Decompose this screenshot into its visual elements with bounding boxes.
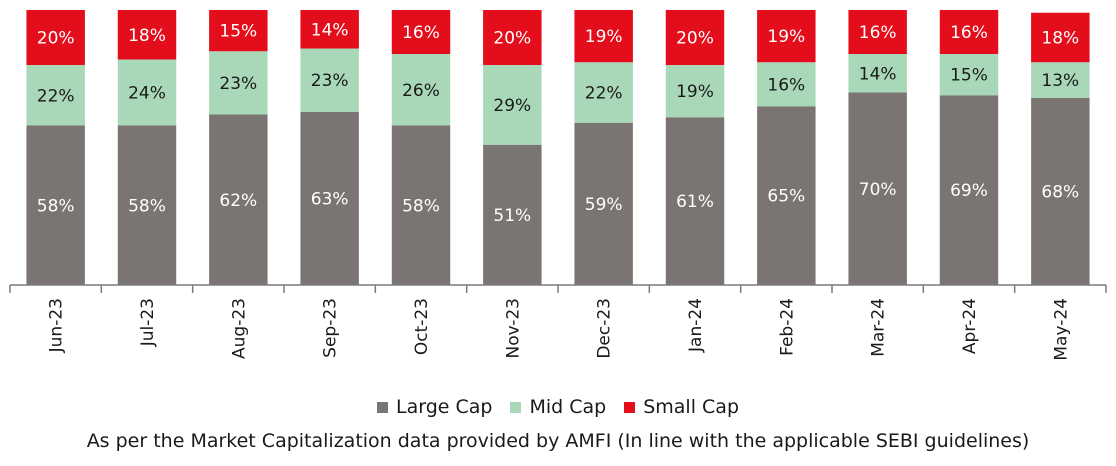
data-label-small-cap-apr-24: 16%	[950, 23, 988, 43]
bar-large-cap-feb-24	[757, 106, 816, 285]
data-label-mid-cap-jun-23: 22%	[37, 86, 75, 106]
bar-small-cap-aug-23	[209, 10, 268, 52]
footnote: As per the Market Capitalization data pr…	[86, 430, 1030, 452]
data-label-large-cap-apr-24: 69%	[950, 181, 988, 201]
bar-mid-cap-jul-23	[117, 59, 177, 126]
data-label-small-cap-feb-24: 19%	[767, 27, 805, 47]
legend-swatch-small-cap	[624, 401, 636, 413]
bar-mid-cap-nov-23	[483, 65, 542, 145]
bar-mid-cap-feb-24	[757, 62, 816, 107]
data-label-mid-cap-jul-23: 24%	[128, 84, 166, 104]
legend-label-mid-cap: Mid Cap	[529, 396, 607, 418]
bar-mid-cap-jun-23	[26, 65, 85, 126]
x-tick-label-mar-24: Mar-24	[869, 298, 889, 357]
data-label-large-cap-jun-23: 58%	[37, 196, 75, 216]
bar-small-cap-feb-24	[757, 10, 816, 63]
bar-large-cap-oct-23	[391, 125, 451, 285]
bar-small-cap-oct-23	[391, 10, 451, 54]
bar-large-cap-jan-24	[665, 117, 725, 285]
data-label-mid-cap-jan-24: 19%	[676, 82, 714, 102]
data-label-mid-cap-dec-23: 22%	[585, 84, 623, 104]
legend: Large Cap Mid Cap Small Cap	[0, 396, 1116, 418]
bar-mid-cap-sep-23	[300, 48, 359, 112]
data-label-large-cap-sep-23: 63%	[311, 189, 349, 209]
bar-mid-cap-may-24	[1031, 62, 1090, 98]
x-tick-label-may-24: May-24	[1051, 298, 1071, 361]
x-tick-labels-group: Jun-23 Jul-23 Aug-23 Sep-23 Oct-23 Nov-23 Dec-…	[47, 298, 1072, 361]
data-label-large-cap-feb-24: 65%	[767, 187, 805, 207]
data-label-mid-cap-oct-23: 26%	[402, 81, 440, 101]
bars-group: 58% 22% 20% 58% 24% 18% 62% 23% 15% 63% 23% 14% 58% 2…	[26, 10, 1090, 285]
data-label-mid-cap-mar-24: 14%	[859, 64, 897, 84]
bar-large-cap-may-24	[1031, 98, 1090, 285]
x-tick-label-apr-24: Apr-24	[960, 298, 980, 354]
data-label-small-cap-jun-23: 20%	[37, 29, 75, 49]
data-label-mid-cap-apr-24: 15%	[950, 66, 988, 86]
data-label-small-cap-mar-24: 16%	[859, 23, 897, 43]
bar-mid-cap-oct-23	[391, 54, 451, 126]
bar-small-cap-dec-23	[574, 10, 633, 63]
bar-small-cap-apr-24	[939, 10, 999, 54]
legend-label-large-cap: Large Cap	[396, 396, 493, 418]
bar-large-cap-nov-23	[483, 144, 542, 285]
data-label-large-cap-aug-23: 62%	[219, 191, 257, 211]
bar-large-cap-jun-23	[26, 125, 85, 285]
data-label-large-cap-dec-23: 59%	[585, 195, 623, 215]
legend-swatch-large-cap	[377, 401, 388, 413]
data-label-large-cap-oct-23: 58%	[402, 196, 440, 216]
bar-large-cap-jul-23	[117, 125, 177, 285]
bar-large-cap-mar-24	[848, 92, 907, 285]
x-tick-label-feb-24: Feb-24	[777, 298, 797, 356]
bar-small-cap-may-24	[1031, 12, 1090, 63]
data-label-mid-cap-may-24: 13%	[1041, 71, 1079, 91]
x-tick-label-nov-23: Nov-23	[503, 298, 523, 359]
data-label-mid-cap-aug-23: 23%	[219, 74, 257, 94]
data-label-small-cap-dec-23: 19%	[585, 27, 623, 47]
bar-small-cap-jul-23	[117, 10, 177, 60]
bar-small-cap-jan-24	[665, 10, 725, 65]
data-label-mid-cap-sep-23: 23%	[311, 71, 349, 91]
data-label-small-cap-jan-24: 20%	[676, 29, 714, 49]
legend-item-mid-cap: Mid Cap	[510, 396, 606, 418]
legend-item-small-cap: Small Cap	[624, 396, 739, 418]
x-ticks-group	[9, 285, 1107, 293]
bar-mid-cap-mar-24	[848, 54, 907, 93]
x-tick-label-jan-24: Jan-24	[686, 298, 706, 353]
bar-small-cap-sep-23	[300, 10, 359, 49]
data-label-small-cap-may-24: 18%	[1041, 29, 1079, 49]
bar-mid-cap-dec-23	[574, 62, 633, 123]
legend-swatch-mid-cap	[510, 401, 522, 413]
bar-large-cap-aug-23	[209, 114, 268, 285]
data-label-small-cap-aug-23: 15%	[219, 22, 257, 42]
bar-mid-cap-jan-24	[665, 65, 725, 118]
data-label-large-cap-may-24: 68%	[1041, 183, 1079, 203]
bar-mid-cap-apr-24	[939, 54, 999, 96]
data-label-small-cap-jul-23: 18%	[128, 26, 166, 46]
data-label-mid-cap-feb-24: 16%	[767, 75, 805, 95]
bar-small-cap-mar-24	[848, 10, 907, 54]
data-label-small-cap-nov-23: 20%	[493, 29, 531, 49]
x-tick-label-jul-23: Jul-23	[138, 298, 158, 347]
legend-label-small-cap: Small Cap	[643, 396, 739, 418]
x-tick-label-aug-23: Aug-23	[229, 298, 249, 359]
legend-item-large-cap: Large Cap	[377, 396, 492, 418]
bar-large-cap-dec-23	[574, 122, 633, 285]
data-label-large-cap-jan-24: 61%	[676, 192, 714, 212]
bar-small-cap-jun-23	[26, 10, 85, 65]
bar-large-cap-sep-23	[300, 111, 359, 285]
data-label-mid-cap-nov-23: 29%	[493, 96, 531, 116]
x-tick-label-sep-23: Sep-23	[321, 298, 341, 358]
bar-mid-cap-aug-23	[209, 51, 268, 115]
data-label-small-cap-sep-23: 14%	[311, 20, 349, 40]
data-label-large-cap-mar-24: 70%	[859, 180, 897, 200]
data-label-large-cap-nov-23: 51%	[493, 206, 531, 226]
bar-small-cap-nov-23	[483, 10, 542, 65]
bar-large-cap-apr-24	[939, 95, 999, 285]
data-label-large-cap-jul-23: 58%	[128, 196, 166, 216]
x-tick-label-jun-23: Jun-23	[47, 298, 67, 353]
x-tick-label-dec-23: Dec-23	[595, 298, 615, 359]
stacked-bar-chart: 58% 22% 20% 58% 24% 18% 62% 23% 15% 63% 23% 14% 58% 2…	[9, 10, 1107, 361]
x-tick-label-oct-23: Oct-23	[412, 298, 432, 355]
data-label-small-cap-oct-23: 16%	[402, 23, 440, 43]
